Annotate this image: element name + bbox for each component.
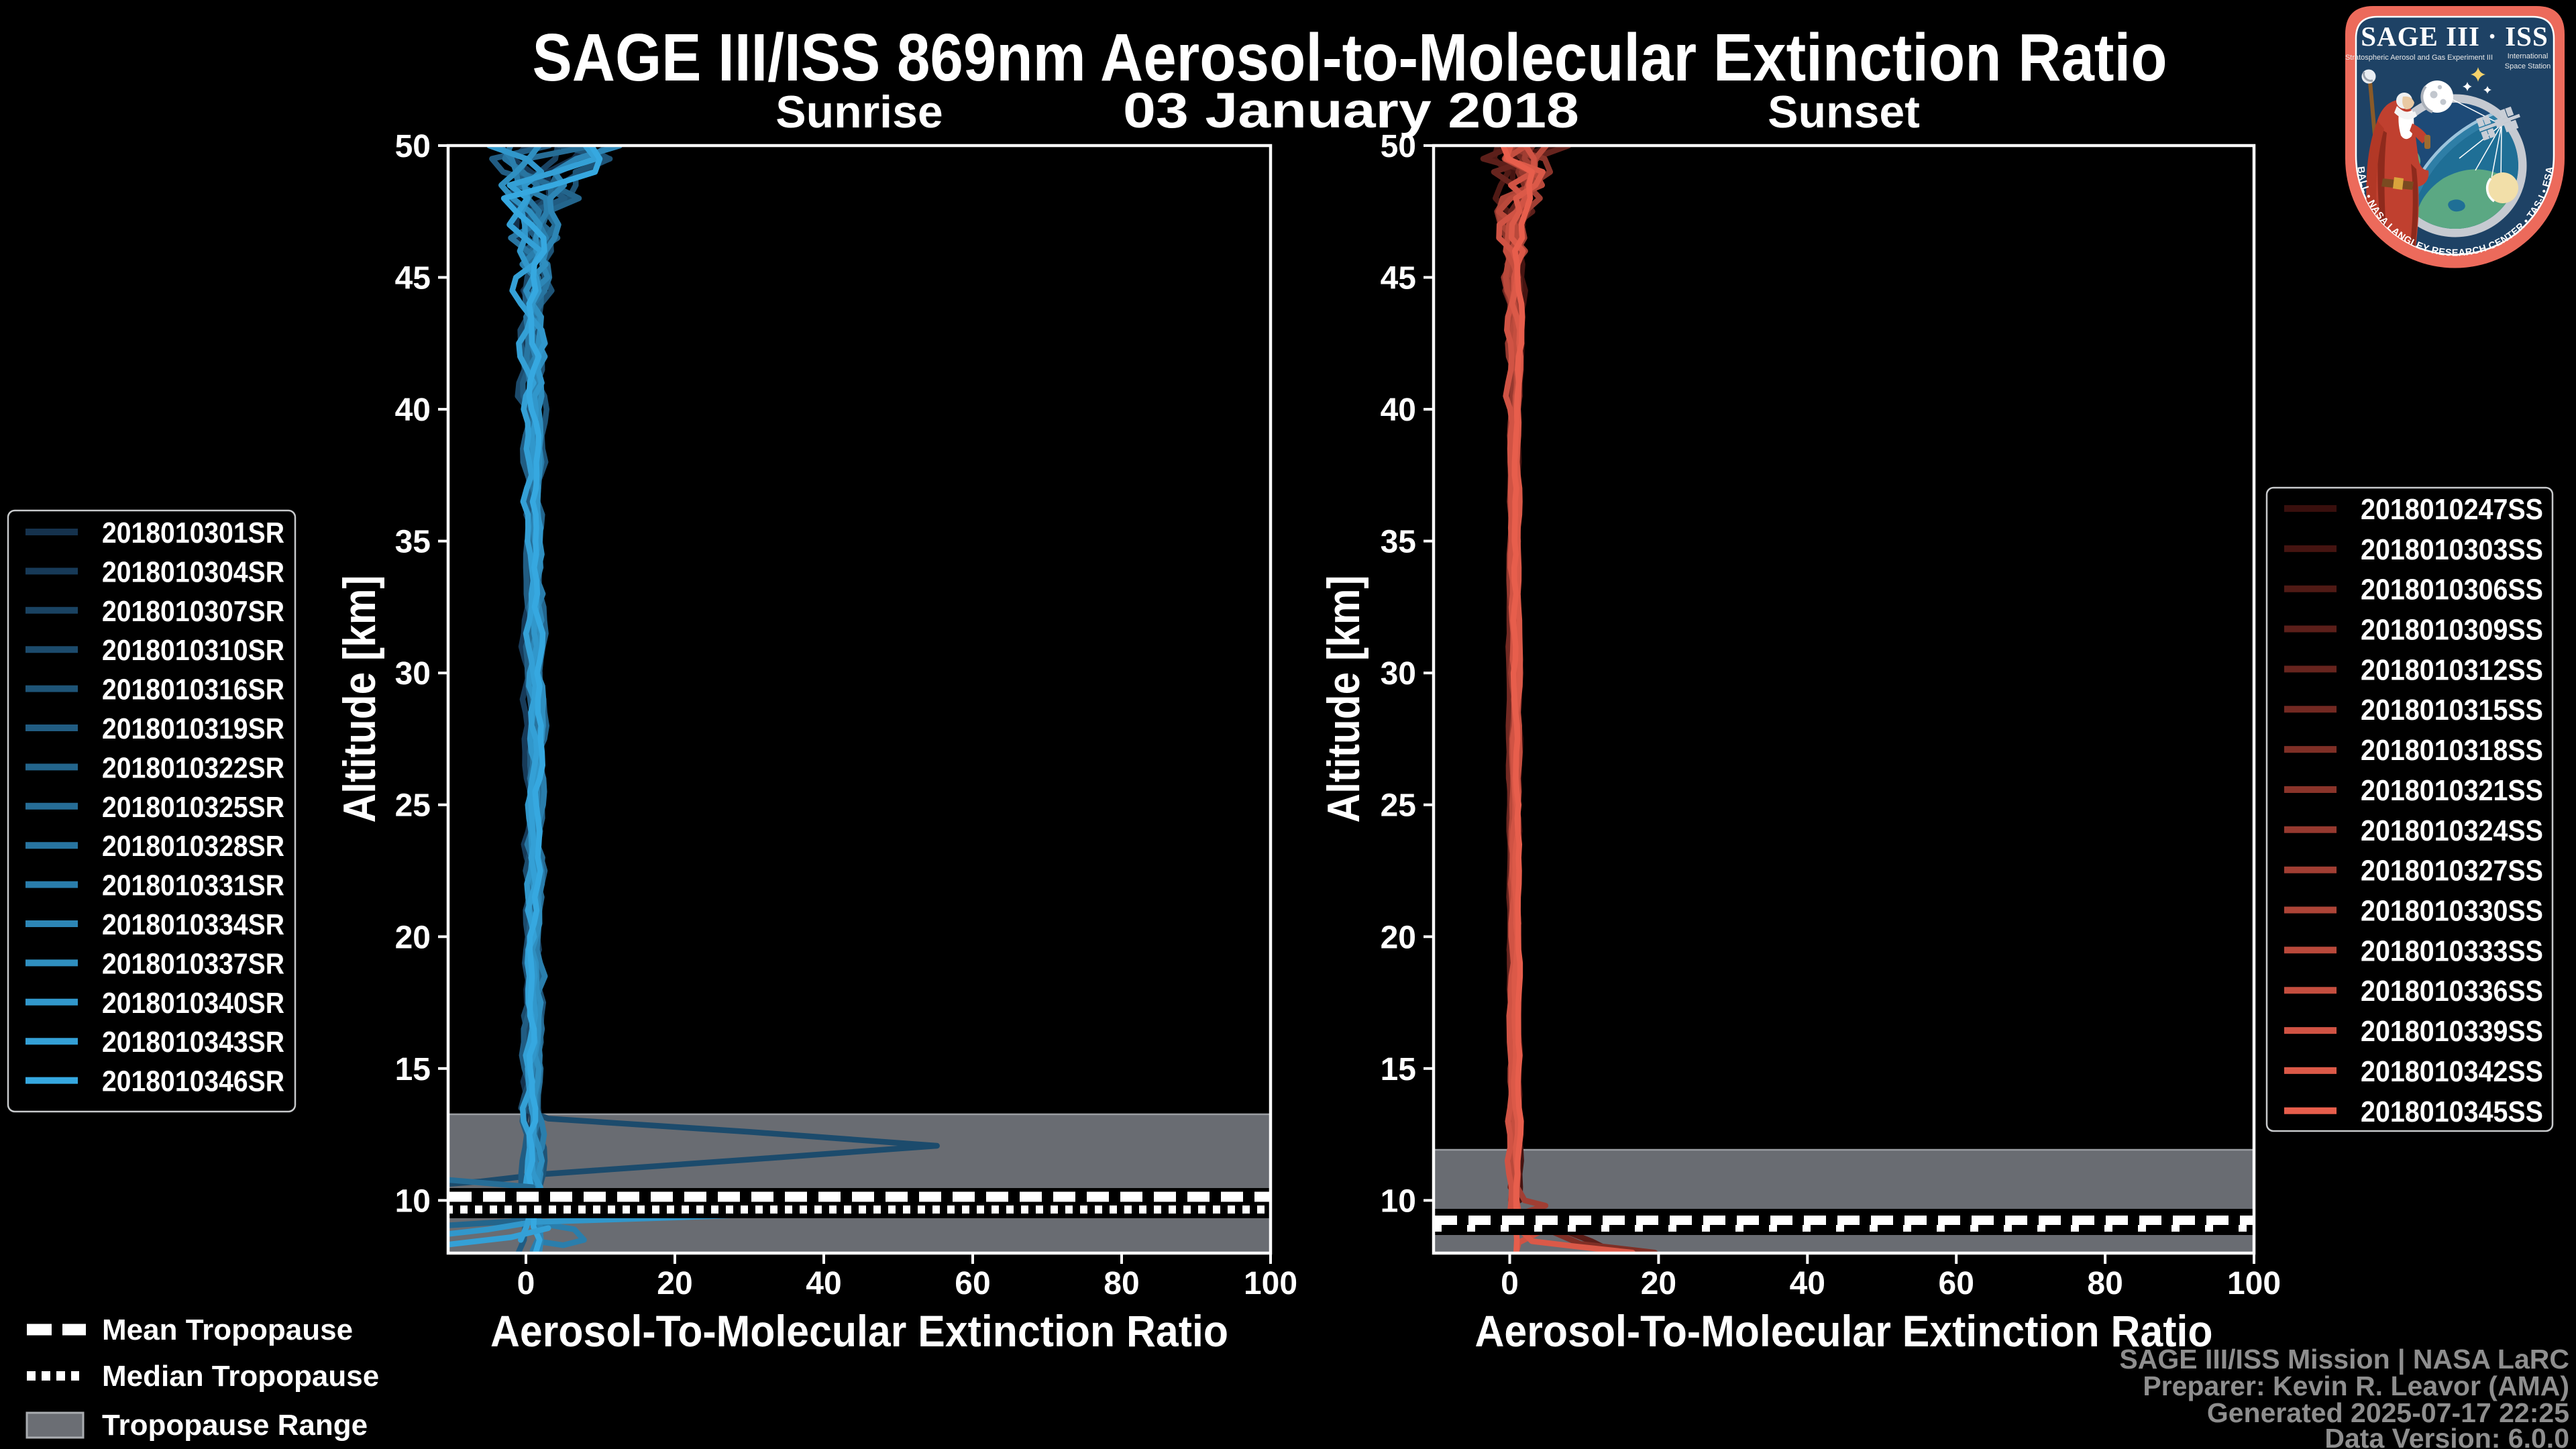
svg-text:2018010342SS: 2018010342SS xyxy=(2361,1055,2543,1088)
svg-text:SAGE III/ISS 869nm Aerosol-to-: SAGE III/ISS 869nm Aerosol-to-Molecular … xyxy=(533,20,2167,95)
svg-text:60: 60 xyxy=(1939,1266,1974,1301)
svg-text:20: 20 xyxy=(395,920,431,955)
svg-text:2018010331SR: 2018010331SR xyxy=(102,869,284,902)
svg-text:2018010340SR: 2018010340SR xyxy=(102,987,284,1020)
svg-text:80: 80 xyxy=(2087,1266,2123,1301)
svg-text:2018010307SR: 2018010307SR xyxy=(102,595,284,628)
svg-text:Altitude [km]: Altitude [km] xyxy=(334,576,385,823)
svg-text:2018010327SS: 2018010327SS xyxy=(2361,855,2543,888)
svg-text:Aerosol-To-Molecular Extinctio: Aerosol-To-Molecular Extinction Ratio xyxy=(490,1306,1228,1356)
svg-text:2018010328SR: 2018010328SR xyxy=(102,830,284,863)
svg-text:Mean Tropopause: Mean Tropopause xyxy=(102,1313,353,1346)
svg-text:International: International xyxy=(2508,52,2548,60)
svg-text:60: 60 xyxy=(955,1266,990,1301)
svg-text:15: 15 xyxy=(395,1052,431,1087)
svg-text:2018010321SS: 2018010321SS xyxy=(2361,774,2543,807)
svg-text:2018010304SR: 2018010304SR xyxy=(102,555,284,588)
svg-text:Preparer: Kevin R. Leavor (AMA: Preparer: Kevin R. Leavor (AMA) xyxy=(2143,1371,2569,1401)
svg-text:Altitude [km]: Altitude [km] xyxy=(1318,576,1369,823)
svg-text:0: 0 xyxy=(1501,1266,1519,1301)
svg-text:2018010324SS: 2018010324SS xyxy=(2361,814,2543,847)
svg-text:Aerosol-To-Molecular Extinctio: Aerosol-To-Molecular Extinction Ratio xyxy=(1475,1306,2213,1356)
svg-text:2018010316SR: 2018010316SR xyxy=(102,674,284,706)
svg-text:40: 40 xyxy=(1381,392,1416,428)
svg-text:2018010303SS: 2018010303SS xyxy=(2361,533,2543,566)
svg-text:2018010325SR: 2018010325SR xyxy=(102,791,284,824)
svg-text:45: 45 xyxy=(395,261,431,297)
svg-text:Stratospheric Aerosol and Gas: Stratospheric Aerosol and Gas Experiment… xyxy=(2345,54,2493,62)
svg-text:20: 20 xyxy=(657,1266,692,1301)
svg-text:2018010315SS: 2018010315SS xyxy=(2361,694,2543,727)
svg-text:2018010322SR: 2018010322SR xyxy=(102,751,284,784)
svg-text:2018010318SS: 2018010318SS xyxy=(2361,734,2543,767)
svg-text:2018010337SR: 2018010337SR xyxy=(102,947,284,980)
svg-text:2018010319SR: 2018010319SR xyxy=(102,712,284,745)
svg-text:40: 40 xyxy=(806,1266,841,1301)
svg-text:SAGE III · ISS: SAGE III · ISS xyxy=(2361,21,2548,52)
svg-text:40: 40 xyxy=(1790,1266,1825,1301)
svg-text:Data Version: 6.0.0: Data Version: 6.0.0 xyxy=(2324,1423,2569,1449)
svg-text:80: 80 xyxy=(1104,1266,1139,1301)
svg-text:25: 25 xyxy=(395,788,431,824)
svg-text:Space Station: Space Station xyxy=(2505,62,2551,70)
svg-text:2018010312SS: 2018010312SS xyxy=(2361,653,2543,686)
svg-text:2018010247SS: 2018010247SS xyxy=(2361,493,2543,526)
svg-text:15: 15 xyxy=(1381,1052,1416,1087)
svg-text:10: 10 xyxy=(395,1183,431,1219)
svg-text:0: 0 xyxy=(517,1266,535,1301)
svg-text:50: 50 xyxy=(1381,129,1416,164)
svg-text:2018010345SS: 2018010345SS xyxy=(2361,1095,2543,1128)
svg-text:100: 100 xyxy=(1244,1266,1297,1301)
svg-text:2018010336SS: 2018010336SS xyxy=(2361,975,2543,1008)
svg-text:100: 100 xyxy=(2227,1266,2281,1301)
svg-text:Generated 2025-07-17 22:25: Generated 2025-07-17 22:25 xyxy=(2207,1397,2569,1428)
svg-text:20: 20 xyxy=(1381,920,1416,955)
svg-text:2018010343SR: 2018010343SR xyxy=(102,1026,284,1059)
svg-text:Median Tropopause: Median Tropopause xyxy=(102,1360,379,1393)
svg-text:50: 50 xyxy=(395,129,431,164)
svg-text:Tropopause Range: Tropopause Range xyxy=(102,1409,368,1442)
svg-text:2018010306SS: 2018010306SS xyxy=(2361,574,2543,606)
svg-text:2018010310SR: 2018010310SR xyxy=(102,634,284,667)
svg-text:40: 40 xyxy=(395,392,431,428)
svg-text:2018010339SS: 2018010339SS xyxy=(2361,1015,2543,1048)
svg-text:03 January 2018: 03 January 2018 xyxy=(1123,83,1579,138)
svg-text:30: 30 xyxy=(1381,656,1416,692)
svg-text:2018010309SS: 2018010309SS xyxy=(2361,614,2543,647)
svg-text:2018010334SR: 2018010334SR xyxy=(102,908,284,941)
svg-text:25: 25 xyxy=(1381,788,1416,824)
svg-text:35: 35 xyxy=(1381,525,1416,560)
svg-text:45: 45 xyxy=(1381,261,1416,297)
svg-text:2018010330SS: 2018010330SS xyxy=(2361,895,2543,928)
svg-text:30: 30 xyxy=(395,656,431,692)
svg-text:2018010346SR: 2018010346SR xyxy=(102,1065,284,1098)
svg-text:SAGE III/ISS Mission | NASA La: SAGE III/ISS Mission | NASA LaRC xyxy=(2119,1344,2569,1375)
svg-text:20: 20 xyxy=(1641,1266,1676,1301)
svg-text:Sunrise: Sunrise xyxy=(775,87,943,138)
svg-text:2018010301SR: 2018010301SR xyxy=(102,517,284,549)
svg-text:10: 10 xyxy=(1381,1183,1416,1219)
svg-text:35: 35 xyxy=(395,525,431,560)
svg-text:Sunset: Sunset xyxy=(1768,87,1920,138)
svg-text:2018010333SS: 2018010333SS xyxy=(2361,934,2543,967)
